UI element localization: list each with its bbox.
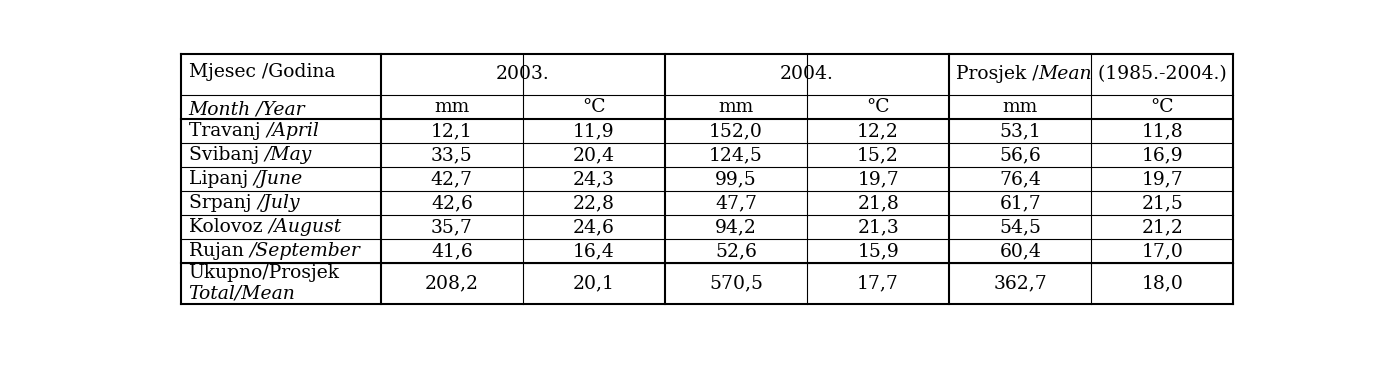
Text: Srpanj: Srpanj	[189, 194, 257, 212]
Text: 76,4: 76,4	[999, 170, 1042, 188]
Text: 12,1: 12,1	[431, 122, 473, 140]
Text: 15,2: 15,2	[857, 146, 900, 164]
Text: 56,6: 56,6	[999, 146, 1041, 164]
Text: Lipanj: Lipanj	[189, 170, 254, 188]
Text: (1985.-2004.): (1985.-2004.)	[1092, 65, 1227, 84]
Text: /August: /August	[268, 218, 341, 236]
Text: mm: mm	[435, 98, 469, 116]
Text: °C: °C	[1151, 98, 1174, 116]
Text: 21,2: 21,2	[1141, 218, 1183, 236]
Text: °C: °C	[582, 98, 606, 116]
Text: 20,4: 20,4	[573, 146, 615, 164]
Text: mm: mm	[1003, 98, 1038, 116]
Text: /April: /April	[266, 122, 319, 140]
Text: Mjesec /Godina: Mjesec /Godina	[189, 63, 335, 81]
Text: 208,2: 208,2	[425, 274, 479, 292]
Text: Ukupno/Prosjek: Ukupno/Prosjek	[189, 264, 339, 282]
Text: Svibanj: Svibanj	[189, 146, 265, 164]
Text: 124,5: 124,5	[709, 146, 763, 164]
Text: 60,4: 60,4	[999, 242, 1042, 260]
Text: 2004.: 2004.	[780, 65, 834, 84]
Text: 21,3: 21,3	[857, 218, 898, 236]
Text: 11,8: 11,8	[1141, 122, 1183, 140]
Text: 21,8: 21,8	[857, 194, 900, 212]
Text: °C: °C	[867, 98, 890, 116]
Text: 33,5: 33,5	[431, 146, 473, 164]
Text: 362,7: 362,7	[994, 274, 1047, 292]
Text: 94,2: 94,2	[715, 218, 758, 236]
Text: 54,5: 54,5	[999, 218, 1042, 236]
Text: 570,5: 570,5	[709, 274, 763, 292]
Text: 35,7: 35,7	[431, 218, 473, 236]
Text: 47,7: 47,7	[715, 194, 758, 212]
Text: 17,0: 17,0	[1141, 242, 1183, 260]
Text: Rujan: Rujan	[189, 242, 250, 260]
Text: 52,6: 52,6	[715, 242, 758, 260]
Text: 16,4: 16,4	[573, 242, 615, 260]
Text: 20,1: 20,1	[573, 274, 615, 292]
Text: 53,1: 53,1	[999, 122, 1041, 140]
Text: 12,2: 12,2	[857, 122, 900, 140]
Text: 41,6: 41,6	[431, 242, 473, 260]
Text: 18,0: 18,0	[1141, 274, 1183, 292]
Text: 16,9: 16,9	[1141, 146, 1183, 164]
Text: 11,9: 11,9	[573, 122, 614, 140]
Text: Kolovoz: Kolovoz	[189, 218, 268, 236]
Text: Travanj: Travanj	[189, 122, 266, 140]
Text: Month /Year: Month /Year	[189, 101, 305, 119]
Text: 152,0: 152,0	[709, 122, 763, 140]
Text: 15,9: 15,9	[857, 242, 898, 260]
Text: /July: /July	[257, 194, 299, 212]
Text: 24,6: 24,6	[573, 218, 615, 236]
Text: Mean: Mean	[1039, 65, 1092, 84]
Text: 42,7: 42,7	[431, 170, 473, 188]
Text: 24,3: 24,3	[573, 170, 615, 188]
Text: 21,5: 21,5	[1141, 194, 1183, 212]
Text: 19,7: 19,7	[857, 170, 898, 188]
Text: 17,7: 17,7	[857, 274, 900, 292]
Text: /June: /June	[254, 170, 304, 188]
Text: 99,5: 99,5	[715, 170, 758, 188]
Text: /September: /September	[250, 242, 360, 260]
Text: Prosjek /: Prosjek /	[956, 65, 1039, 84]
Text: /May: /May	[265, 146, 312, 164]
Text: Total/Mean: Total/Mean	[189, 284, 295, 302]
Text: mm: mm	[719, 98, 753, 116]
Text: 42,6: 42,6	[431, 194, 473, 212]
Text: 2003.: 2003.	[495, 65, 549, 84]
Text: 22,8: 22,8	[573, 194, 615, 212]
Text: 19,7: 19,7	[1141, 170, 1183, 188]
Text: 61,7: 61,7	[999, 194, 1041, 212]
